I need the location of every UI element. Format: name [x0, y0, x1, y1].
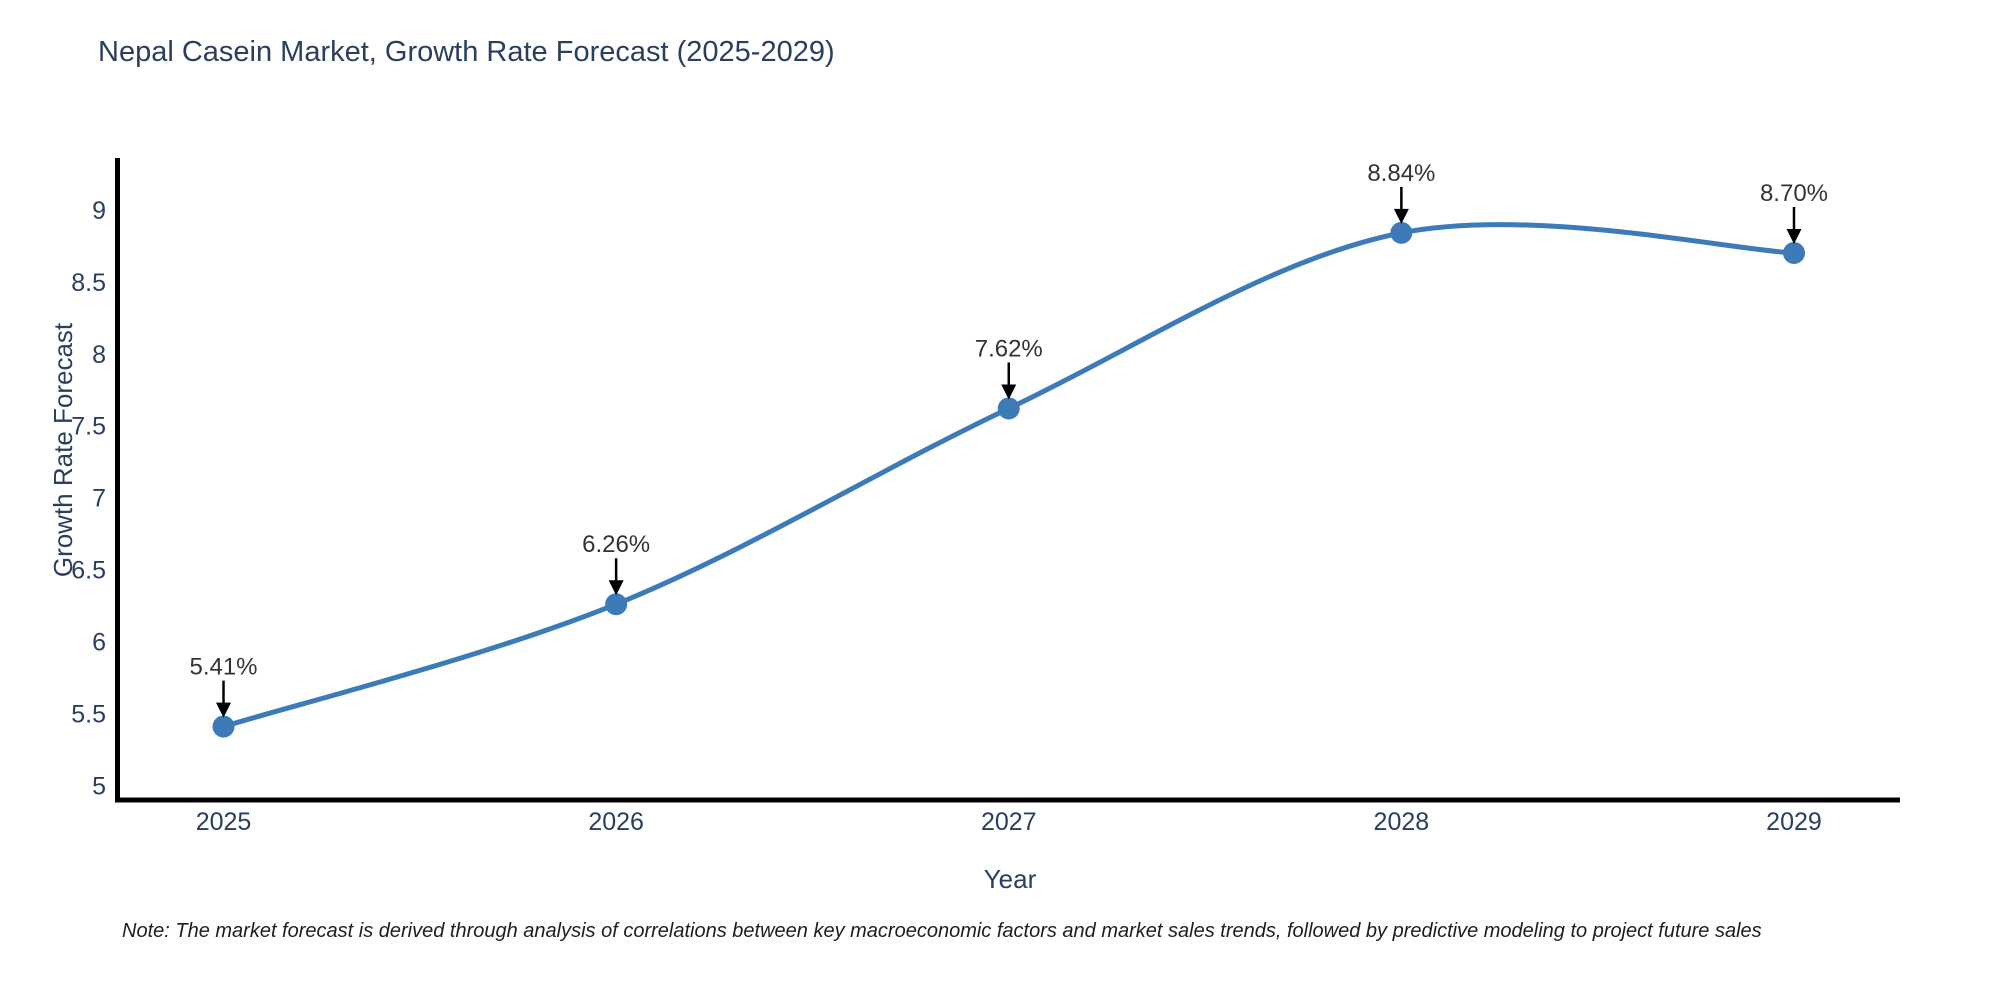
- data-point-marker[interactable]: [1390, 221, 1413, 244]
- y-tick-label: 8.5: [71, 269, 106, 297]
- y-tick-label: 6: [92, 629, 106, 657]
- data-point-marker[interactable]: [212, 715, 235, 738]
- axis-tick-labels: 5 5.5 6 6.5 7 7.5 8 8.5 9 2025 2026 2027 2028 2029: [71, 197, 1822, 836]
- x-tick-label: 2026: [588, 808, 644, 836]
- x-tick-label: 2027: [981, 808, 1037, 836]
- data-point-label: 8.70%: [1760, 180, 1828, 207]
- data-point-marker[interactable]: [605, 593, 628, 616]
- y-tick-label: 6.5: [71, 557, 106, 585]
- y-axis-title: Growth Rate Forecast: [48, 322, 78, 577]
- y-tick-label: 5: [92, 773, 106, 801]
- forecast-line-group: [221, 222, 1797, 730]
- forecast-line: [221, 222, 1797, 730]
- data-point-label: 8.84%: [1367, 160, 1435, 187]
- annotation-arrowhead: [216, 702, 232, 718]
- data-point-annotations: 5.41% 6.26% 7.62% 8.84% 8.70%: [189, 160, 1828, 718]
- x-tick-label: 2025: [196, 808, 252, 836]
- x-axis-title: Year: [984, 864, 1037, 894]
- data-point-marker[interactable]: [997, 397, 1020, 420]
- data-point-marker[interactable]: [1782, 242, 1805, 265]
- y-tick-label: 9: [92, 197, 106, 225]
- data-point-label: 5.41%: [189, 654, 257, 681]
- annotation-arrowhead: [1393, 208, 1409, 224]
- data-point-label: 7.62%: [975, 335, 1043, 362]
- x-tick-label: 2028: [1374, 808, 1430, 836]
- x-tick-label: 2029: [1766, 808, 1822, 836]
- chart-title: Nepal Casein Market, Growth Rate Forecas…: [98, 36, 835, 68]
- annotation-arrowhead: [608, 580, 624, 596]
- y-tick-label: 7.5: [71, 413, 106, 441]
- annotation-arrowhead: [1786, 229, 1802, 245]
- y-tick-label: 5.5: [71, 701, 106, 729]
- data-point-markers: [212, 221, 1805, 738]
- annotation-arrowhead: [1001, 384, 1017, 400]
- y-tick-label: 8: [92, 341, 106, 369]
- y-tick-label: 7: [92, 485, 106, 513]
- data-point-label: 6.26%: [582, 531, 650, 558]
- footnote: Note: The market forecast is derived thr…: [122, 920, 1762, 942]
